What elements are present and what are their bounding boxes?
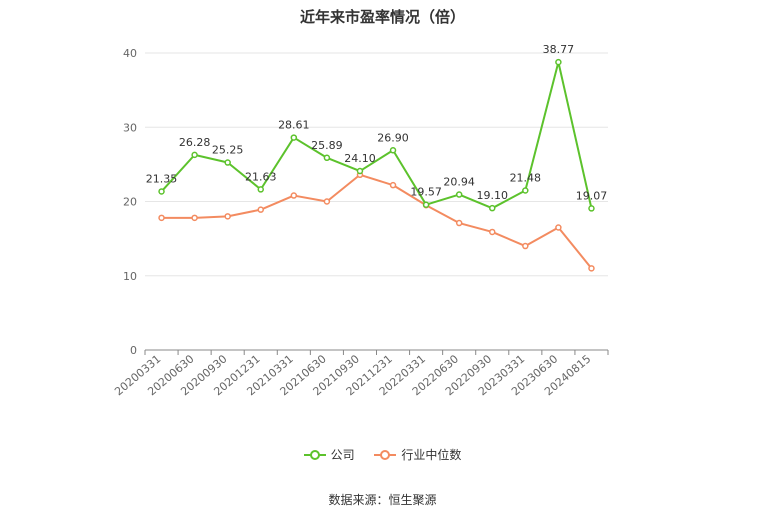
data-point-company	[257, 186, 264, 193]
legend-swatch-industry	[374, 449, 397, 461]
data-label-company: 21.35	[146, 172, 178, 185]
y-tick-label: 40	[123, 47, 137, 60]
data-point-industry	[522, 242, 529, 250]
data-point-industry	[257, 206, 264, 213]
data-point-company	[389, 147, 397, 154]
legend-item-industry[interactable]: 行业中位数	[374, 446, 461, 463]
data-label-company: 19.10	[477, 189, 509, 202]
data-point-industry	[588, 265, 595, 272]
data-label-company: 21.48	[510, 172, 542, 185]
y-tick-label: 30	[123, 121, 137, 134]
series-line-company	[160, 61, 593, 210]
data-point-industry	[191, 214, 198, 222]
data-label-company: 25.25	[212, 144, 244, 157]
data-point-industry	[489, 228, 496, 236]
data-point-company	[224, 159, 231, 166]
data-label-company: 24.10	[344, 152, 376, 165]
data-point-industry	[158, 214, 165, 222]
data-point-industry	[290, 192, 298, 199]
data-point-industry	[323, 198, 331, 205]
data-point-company	[455, 191, 463, 198]
legend: 公司 行业中位数	[0, 446, 765, 464]
chart-title: 近年来市盈率情况（倍）	[299, 8, 465, 26]
data-point-company	[588, 205, 595, 212]
data-point-company	[489, 204, 496, 212]
source-note: 数据来源：恒生聚源	[328, 493, 437, 507]
data-label-company: 20.94	[443, 176, 475, 189]
data-label-company: 19.57	[410, 186, 442, 199]
y-tick-label: 10	[123, 270, 137, 283]
data-point-company	[323, 154, 331, 162]
data-point-industry	[555, 224, 562, 231]
legend-label-company: 公司	[330, 448, 355, 462]
legend-item-company[interactable]: 公司	[303, 446, 355, 463]
data-point-industry	[389, 181, 397, 189]
data-point-industry	[455, 219, 463, 227]
data-label-company: 25.89	[311, 139, 343, 152]
y-tick-label: 0	[130, 344, 137, 357]
series-line-industry	[161, 173, 593, 269]
data-label-company: 38.77	[543, 43, 575, 56]
data-label-company: 21.63	[245, 170, 277, 183]
data-label-company: 26.90	[377, 131, 409, 144]
data-label-company: 28.61	[278, 119, 310, 132]
legend-label-industry: 行业中位数	[401, 448, 462, 462]
data-point-company	[555, 58, 562, 66]
data-label-company: 26.28	[179, 136, 211, 149]
data-point-industry	[224, 213, 231, 220]
data-point-company	[191, 151, 198, 159]
y-tick-label: 20	[123, 196, 137, 209]
legend-swatch-company	[303, 449, 326, 461]
data-point-company	[290, 134, 298, 141]
data-label-company: 19.07	[576, 189, 608, 202]
data-point-company	[522, 187, 529, 194]
data-point-company	[422, 201, 430, 208]
data-point-company	[158, 188, 165, 195]
data-point-company	[356, 167, 364, 175]
